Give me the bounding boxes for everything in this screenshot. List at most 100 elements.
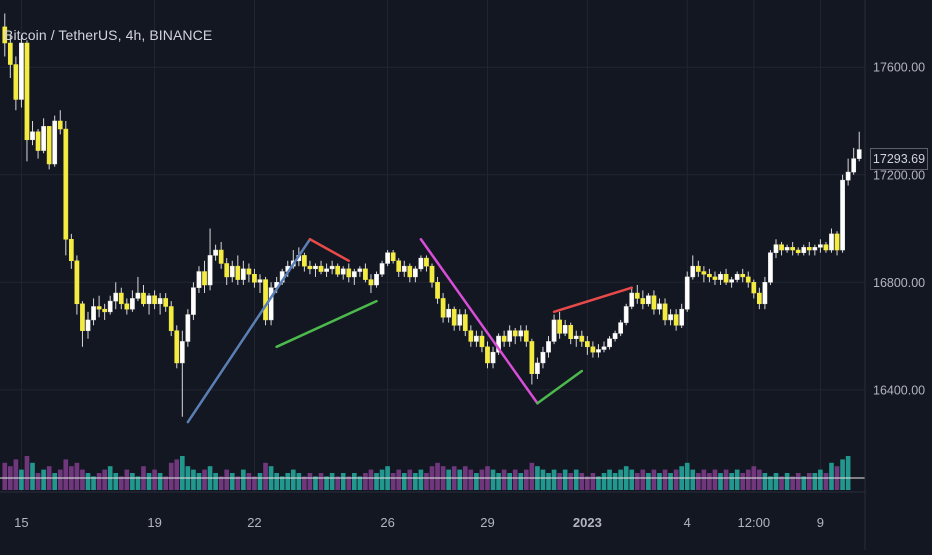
candle-body bbox=[107, 300, 113, 313]
candle-body bbox=[13, 64, 19, 100]
time-axis: 15 19 22 26 29 2023 4 12:00 9 bbox=[14, 515, 824, 530]
candle-body bbox=[690, 265, 696, 278]
volume-bar bbox=[30, 462, 35, 490]
volume-bar bbox=[684, 462, 690, 490]
candle-body bbox=[307, 265, 313, 270]
volume-bar bbox=[130, 473, 135, 490]
candle-body bbox=[512, 330, 518, 337]
volume-bar bbox=[701, 469, 707, 490]
candle-body bbox=[568, 325, 574, 340]
volume-bar bbox=[490, 469, 496, 490]
volume-bar bbox=[712, 469, 718, 490]
volume-bar bbox=[407, 469, 413, 490]
candle-body bbox=[52, 120, 58, 165]
volume-bar bbox=[718, 473, 723, 490]
volume-bar bbox=[179, 456, 185, 490]
volume-bar bbox=[174, 459, 180, 490]
volume-bar bbox=[335, 476, 341, 490]
candle-body bbox=[829, 233, 834, 251]
volume-bar bbox=[829, 462, 834, 490]
candle-body bbox=[562, 325, 568, 334]
volume-bar bbox=[585, 476, 590, 490]
candle-body bbox=[2, 26, 8, 44]
candle-body bbox=[412, 268, 418, 278]
volume-bar bbox=[607, 469, 612, 490]
candle-body bbox=[57, 120, 63, 130]
candle-body bbox=[146, 295, 152, 305]
candle-body bbox=[485, 346, 490, 364]
candle-body bbox=[390, 252, 396, 262]
candle-body bbox=[374, 273, 379, 286]
candle-body bbox=[468, 330, 474, 342]
time-tick-label: 19 bbox=[147, 515, 161, 530]
volume-bar bbox=[418, 469, 424, 490]
volume-bar bbox=[296, 473, 302, 490]
trend-line-red bbox=[308, 238, 351, 263]
volume-bar bbox=[690, 469, 696, 490]
volume-bar bbox=[96, 473, 102, 490]
candle-body bbox=[174, 330, 180, 364]
candle-body bbox=[368, 279, 374, 286]
candle-body bbox=[751, 282, 757, 294]
candle-body bbox=[102, 308, 108, 313]
volume-bar bbox=[374, 473, 379, 490]
candle-body bbox=[19, 42, 24, 100]
volume-bar bbox=[590, 473, 596, 490]
volume-bar bbox=[340, 473, 346, 490]
volume-bar bbox=[806, 473, 812, 490]
volume-bar bbox=[773, 473, 779, 490]
candle-body bbox=[546, 341, 551, 353]
volume-bar bbox=[202, 469, 207, 490]
volume-bar bbox=[35, 473, 41, 490]
symbol-title: Bitcoin / TetherUS, 4h, BINANCE bbox=[4, 27, 213, 43]
candle-body bbox=[523, 330, 529, 342]
volume-bar bbox=[19, 469, 24, 490]
volume-bar bbox=[551, 469, 557, 490]
volume-bar bbox=[191, 469, 196, 490]
candle-body bbox=[490, 351, 496, 364]
volume-bar bbox=[790, 476, 795, 490]
volume-bar bbox=[723, 469, 729, 490]
candle-body bbox=[435, 282, 440, 299]
volume-bar bbox=[507, 473, 513, 490]
price-tick-label: 16800.00 bbox=[873, 276, 925, 290]
candle-body bbox=[252, 273, 257, 283]
candle-body bbox=[130, 298, 135, 310]
time-tick-label: 22 bbox=[247, 515, 261, 530]
volume-bar bbox=[302, 476, 307, 490]
volume-bar bbox=[512, 469, 518, 490]
volume-bar bbox=[474, 473, 479, 490]
candle-body bbox=[723, 273, 729, 283]
volume-bar bbox=[85, 473, 91, 490]
candle-body bbox=[662, 303, 668, 321]
candle-body bbox=[302, 255, 307, 267]
volume-bar bbox=[346, 476, 352, 490]
time-tick-label: 29 bbox=[480, 515, 494, 530]
candle-body bbox=[457, 314, 463, 326]
volume-bar bbox=[518, 473, 524, 490]
candle-body bbox=[63, 128, 69, 240]
volume-bar bbox=[501, 469, 507, 490]
volume-bar bbox=[379, 469, 385, 490]
volume-bar bbox=[229, 473, 235, 490]
volume-bar bbox=[734, 469, 740, 490]
volume-bar bbox=[351, 473, 357, 490]
candle-body bbox=[41, 126, 46, 151]
trend-line-green bbox=[536, 369, 584, 405]
candle-body bbox=[729, 279, 734, 283]
candle-body bbox=[579, 335, 585, 342]
volume-bar bbox=[768, 476, 773, 490]
volume-bar bbox=[57, 469, 63, 490]
price-tick-label: 17600.00 bbox=[873, 61, 925, 75]
volume-bar bbox=[285, 473, 291, 490]
volume-bar bbox=[823, 473, 829, 490]
candle-body bbox=[740, 273, 746, 278]
candle-body bbox=[213, 249, 218, 256]
volume-bar bbox=[845, 456, 851, 490]
volume-bar bbox=[695, 473, 701, 490]
volume-bar bbox=[446, 469, 451, 490]
volume-bar bbox=[762, 473, 768, 490]
volume-bar bbox=[646, 473, 651, 490]
candle-body bbox=[629, 292, 635, 307]
